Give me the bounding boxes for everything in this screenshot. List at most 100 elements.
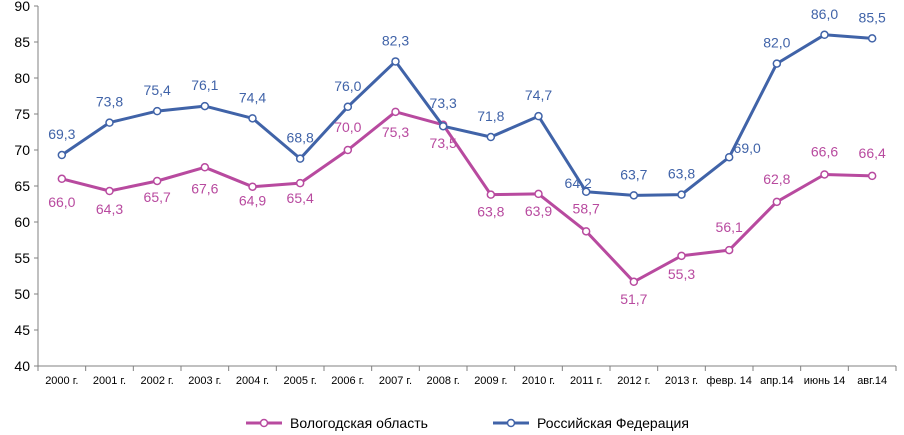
y-tick-label: 45 [14,322,30,338]
data-label: 65,4 [287,190,314,206]
legend-swatch-marker [506,418,516,428]
y-tick-label: 75 [14,106,30,122]
data-label: 75,4 [144,82,171,98]
series-line [60,33,873,197]
data-point [248,182,257,191]
legend-label: Российская Федерация [537,415,689,431]
x-tick-label: 2005 г. [284,375,317,387]
y-tick-label: 50 [14,286,30,302]
y-tick-label: 60 [14,214,30,230]
x-tick-label: 2008 г. [427,375,460,387]
data-point [200,163,210,172]
data-label: 71,8 [477,108,504,124]
data-label: 85,5 [859,9,886,25]
y-tick-label: 70 [14,142,30,158]
data-point [295,178,305,188]
data-label: 63,9 [525,203,552,219]
data-label: 69,0 [734,140,761,156]
data-point [200,101,210,111]
x-tick-label: авг.14 [857,375,887,387]
data-point [581,227,591,236]
data-label: 64,9 [239,193,266,209]
data-point [534,111,543,121]
x-tick-label: 2003 г. [188,375,221,387]
x-tick-label: 2004 г. [236,375,269,387]
x-tick-label: 2007 г. [379,375,412,387]
data-label: 75,3 [382,124,409,140]
data-label: 65,7 [144,189,171,205]
data-label: 70,0 [334,119,361,135]
x-tick-label: 2013 г. [665,375,698,387]
data-point [391,57,400,66]
data-point [486,190,496,199]
data-label: 55,3 [668,266,695,282]
data-point [248,114,257,123]
data-label: 56,1 [716,219,743,235]
data-label: 66,6 [811,143,838,159]
axes: 40 45 50 55 60 65 70 75 80 85 90 2000 г. 2001 г. 2002… [14,0,897,387]
data-point [152,176,162,186]
data-point [343,102,353,112]
data-point [772,197,782,207]
data-label: 86,0 [811,6,838,22]
data-point [57,150,67,160]
x-tick-label: 2000 г. [45,375,78,387]
x-tick-label: июнь 14 [804,375,846,387]
y-tick-label: 55 [14,250,30,266]
data-point [867,171,877,181]
y-tick-label: 80 [14,70,30,86]
data-point [820,170,829,179]
data-point [677,251,686,261]
data-label: 74,4 [239,89,266,105]
x-tick-label: апр.14 [760,375,793,387]
data-label: 69,3 [48,126,75,142]
data-label: 58,7 [573,200,600,216]
data-label: 62,8 [763,171,790,187]
legend-swatch-marker [259,418,269,428]
legend: Вологодская область Российская Федерация [246,415,689,431]
data-label: 63,7 [620,166,647,182]
data-point [867,34,877,43]
data-label: 66,4 [859,145,886,161]
data-point [724,245,734,255]
data-point [105,186,114,196]
data-label: 73,5 [430,135,457,151]
data-label: 51,7 [620,291,647,307]
x-tick-label: 2010 г. [522,375,555,387]
data-point [391,107,400,117]
data-label: 82,3 [382,32,409,48]
y-tick-label: 85 [14,34,30,50]
x-tick-label: февр. 14 [706,375,751,387]
y-tick-label: 90 [14,0,30,14]
data-point [820,30,829,40]
data-point [581,187,591,197]
data-label: 66,0 [48,194,75,210]
data-point [724,152,734,162]
data-point [295,154,305,163]
data-label: 73,8 [96,94,123,110]
x-tick-label: 2012 г. [617,375,650,387]
data-point [629,277,639,287]
x-tick-label: 2006 г. [331,375,364,387]
data-label: 82,0 [763,35,790,51]
data-label: 73,3 [430,95,457,111]
data-label: 76,0 [334,78,361,94]
x-tick-label: 2002 г. [141,375,174,387]
data-label: 76,1 [191,77,218,93]
data-point [486,132,496,142]
data-point [152,106,162,116]
data-point [629,191,639,200]
y-tick-label: 65 [14,178,30,194]
y-tick-label: 40 [14,358,30,374]
data-point [105,118,114,127]
data-point [57,174,67,184]
data-label: 68,8 [287,130,314,146]
data-label: 63,8 [668,166,695,182]
data-point [677,190,686,199]
data-label: 64,2 [565,175,592,191]
data-point [534,189,543,199]
data-point [343,145,353,155]
data-label: 74,7 [525,87,552,103]
data-label: 64,3 [96,201,123,217]
